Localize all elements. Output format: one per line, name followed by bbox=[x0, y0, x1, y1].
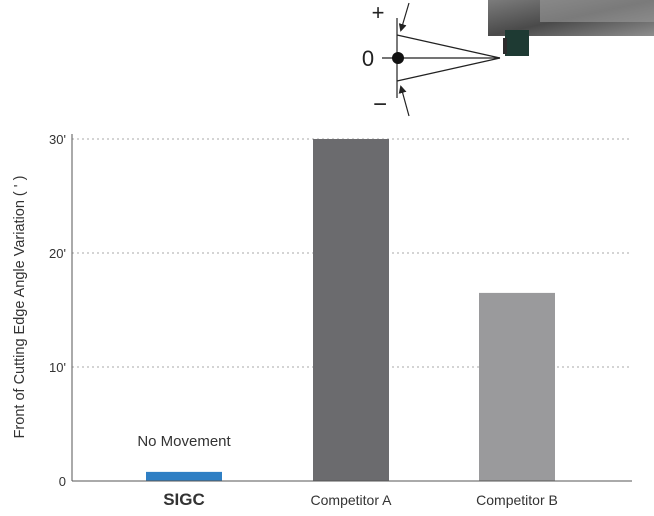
x-categories-layer: SIGC Competitor A Competitor B bbox=[163, 490, 558, 509]
plus-label: + bbox=[372, 0, 385, 25]
angle-diagram: + 0 − bbox=[362, 0, 654, 118]
y-ticks-layer: 0 10' 20' 30' bbox=[49, 132, 66, 489]
bars-layer bbox=[146, 139, 555, 481]
zero-label: 0 bbox=[362, 46, 374, 71]
bar-sigc bbox=[146, 471, 222, 481]
bar-competitor-a bbox=[313, 139, 389, 481]
upper-arrow-icon bbox=[398, 2, 410, 32]
tool-photo-image bbox=[488, 0, 654, 56]
y-tick-label: 20' bbox=[49, 246, 66, 261]
lower-arrow-icon bbox=[398, 85, 410, 117]
x-category-label: SIGC bbox=[163, 490, 205, 509]
y-tick-label: 0 bbox=[59, 474, 66, 489]
y-tick-label: 10' bbox=[49, 360, 66, 375]
y-axis-label: Front of Cutting Edge Angle Variation ( … bbox=[12, 176, 28, 439]
upper-angle-line bbox=[396, 34, 501, 59]
bar-competitor-b bbox=[479, 292, 555, 481]
x-category-label: Competitor B bbox=[476, 492, 558, 508]
y-tick-label: 30' bbox=[49, 132, 66, 147]
x-category-label: Competitor A bbox=[311, 492, 393, 508]
no-movement-annotation: No Movement bbox=[137, 433, 231, 450]
pivot-point-icon bbox=[392, 52, 404, 64]
lower-angle-line bbox=[396, 57, 501, 82]
annotations-layer: No Movement bbox=[137, 433, 231, 450]
minus-label: − bbox=[373, 91, 387, 118]
